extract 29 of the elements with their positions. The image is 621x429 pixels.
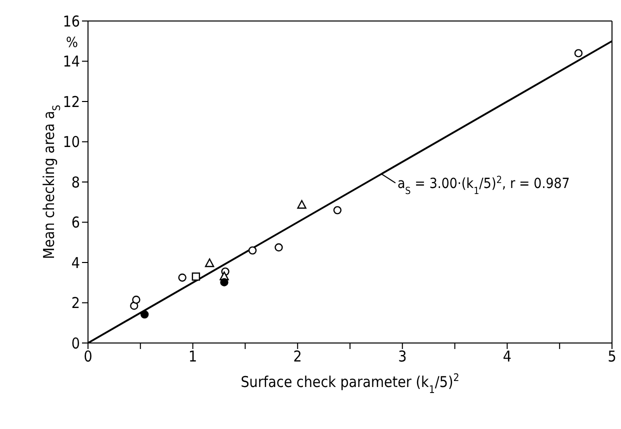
- y-tick-label: 0: [71, 334, 80, 352]
- y-tick-label: 6: [71, 214, 80, 232]
- y-tick-label: 12: [62, 92, 80, 111]
- x-tick-label: 3: [398, 348, 407, 366]
- x-axis-title: Surface check parameter (k$_{1}$/5)$^{2}$: [240, 372, 460, 396]
- annotation: a$_{S}$ = 3.00·(k$_{1}$/5)$^{2}$, r = 0.987: [397, 174, 570, 196]
- point: [204, 258, 214, 268]
- point: [574, 49, 583, 58]
- x-tick-label: 4: [502, 348, 512, 366]
- x-tick-label: 1: [188, 348, 198, 366]
- y-tick-label: 4: [71, 254, 80, 272]
- y-tick-label: 14: [62, 52, 80, 71]
- point: [248, 246, 257, 255]
- point: [297, 200, 306, 209]
- point: [132, 296, 140, 304]
- point: [220, 278, 228, 286]
- x-tick-label: 2: [293, 348, 302, 366]
- text: %: [66, 35, 78, 51]
- y-tick-label: 8: [71, 173, 80, 192]
- x-tick-label: 5: [608, 348, 616, 366]
- y-tick-label: 10: [62, 133, 80, 152]
- point: [192, 272, 200, 281]
- point: [178, 273, 186, 282]
- point: [333, 206, 342, 214]
- point: [140, 310, 149, 319]
- point: [274, 243, 283, 252]
- x-tick-label: 0: [84, 348, 92, 366]
- y-tick-label: 16: [62, 12, 80, 30]
- y-tick-label: 2: [71, 294, 80, 312]
